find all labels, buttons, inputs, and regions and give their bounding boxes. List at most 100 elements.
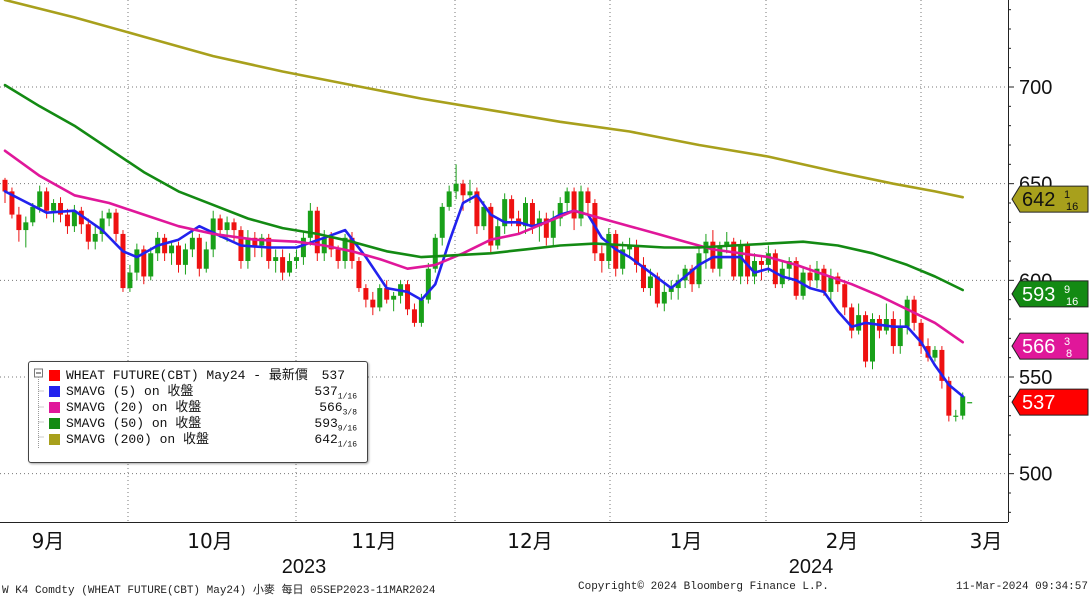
candle-body — [127, 272, 133, 289]
candle-body — [654, 276, 660, 304]
legend-tree-lines — [34, 368, 44, 448]
legend-row-sma20: SMAVG (20) on 收盤 5663/8 — [29, 400, 367, 418]
candle-body — [273, 257, 279, 261]
candle-body — [467, 191, 473, 196]
legend-value: 5663/8 — [319, 400, 357, 418]
candle-body — [314, 210, 320, 254]
price-tag-value: 537 — [1022, 392, 1055, 414]
candle-body — [870, 319, 875, 362]
candle-body — [550, 218, 556, 238]
price-tag-box — [1011, 332, 1089, 360]
candle-body — [377, 288, 383, 308]
legend-row-sma50: SMAVG (50) on 收盤 5939/16 — [29, 416, 367, 434]
candle-body — [620, 249, 626, 269]
candle-body — [668, 288, 674, 292]
candle-body — [182, 249, 188, 265]
candle-body — [849, 307, 855, 331]
price-tag-value: 593 — [1022, 284, 1055, 306]
legend-value: 6421/16 — [314, 432, 357, 450]
candle-body — [217, 218, 223, 231]
candle-body — [613, 233, 619, 269]
candle-body — [356, 261, 362, 289]
candle-body — [363, 288, 369, 300]
candle-body — [682, 268, 688, 281]
legend-label: SMAVG (20) on 收盤 — [66, 400, 202, 415]
candle-body — [564, 191, 570, 203]
price-tag: 566 38 — [1011, 332, 1089, 360]
price-tag: 537 — [1011, 388, 1089, 416]
price-tag-frac-den: 16 — [1066, 296, 1078, 308]
candle-body — [120, 233, 126, 289]
candle-body — [405, 284, 411, 310]
candle-body — [453, 183, 459, 192]
legend-swatch — [49, 402, 60, 413]
candle-body — [92, 233, 98, 242]
candle-body — [502, 199, 508, 227]
legend-swatch — [49, 386, 60, 397]
price-tag-frac-num: 9 — [1064, 284, 1070, 296]
candle-body — [384, 288, 390, 300]
price-tag: 642 116 — [1011, 185, 1089, 213]
series-line-1 — [3, 190, 965, 398]
candle-body — [134, 249, 140, 273]
price-chart: 500550600650700642116593916566385379月10月… — [0, 0, 1089, 578]
candle-body — [51, 203, 57, 211]
candle-body — [30, 206, 36, 223]
candle-body — [58, 203, 64, 215]
candle-body — [918, 322, 924, 347]
x-tick-label: 2月 — [826, 529, 859, 553]
candle-body — [793, 261, 799, 296]
candle-body — [752, 261, 758, 277]
y-tick-label: 550 — [1019, 367, 1052, 389]
price-tag-box — [1011, 185, 1089, 213]
series-line-3 — [3, 83, 965, 292]
candle-body — [967, 402, 973, 404]
footer-copyright: Copyright© 2024 Bloomberg Finance L.P. — [578, 581, 829, 593]
candle-body — [543, 218, 549, 238]
candle-body — [196, 237, 202, 269]
candle-body — [78, 210, 84, 225]
candle-body — [772, 253, 778, 285]
candle-body — [557, 203, 563, 219]
legend-value: 537 — [321, 368, 345, 383]
candle-body — [439, 206, 445, 238]
price-tag-box — [1011, 280, 1089, 308]
footer-ticker-info: W K4 Comdty (WHEAT FUTURE(CBT) May24) 小麥… — [2, 585, 436, 597]
candle-body — [335, 249, 341, 261]
candle-body — [786, 261, 792, 269]
candle-body — [113, 212, 119, 234]
chart-legend: WHEAT FUTURE(CBT) May24 - 最新價 537 SMAVG … — [28, 361, 368, 463]
legend-label: WHEAT FUTURE(CBT) May24 - 最新價 — [66, 368, 308, 383]
candle-body — [731, 241, 737, 277]
series-line-2 — [3, 149, 965, 344]
candle-body — [738, 245, 744, 277]
price-tag-value: 566 — [1022, 336, 1055, 358]
candle-body — [280, 257, 286, 273]
candle-body — [16, 214, 22, 231]
candle-body — [481, 206, 487, 227]
price-tag-box — [1011, 388, 1089, 416]
legend-label: SMAVG (200) on 收盤 — [66, 432, 210, 447]
candle-body — [904, 299, 910, 327]
legend-row-sma200: SMAVG (200) on 收盤 6421/16 — [29, 432, 367, 450]
legend-value: 5371/16 — [314, 384, 357, 402]
candle-body — [856, 315, 862, 331]
candle-body — [349, 237, 355, 261]
candle-body — [814, 268, 820, 281]
x-tick-label: 3月 — [970, 529, 1003, 553]
candle-body — [939, 349, 945, 381]
candle-body — [710, 241, 716, 269]
candle-body — [495, 226, 501, 246]
candle-body — [724, 241, 730, 246]
candle-body — [661, 291, 667, 304]
candle-body — [696, 253, 702, 285]
candle-body — [627, 245, 633, 250]
candle-body — [203, 249, 209, 269]
candle-body — [418, 299, 424, 323]
candle-body — [585, 191, 591, 203]
x-year-label: 2023 — [282, 556, 327, 578]
candle-body — [370, 299, 376, 308]
legend-row-price: WHEAT FUTURE(CBT) May24 - 最新價 537 — [29, 368, 367, 384]
candle-body — [106, 212, 112, 219]
legend-label: SMAVG (5) on 收盤 — [66, 384, 194, 399]
